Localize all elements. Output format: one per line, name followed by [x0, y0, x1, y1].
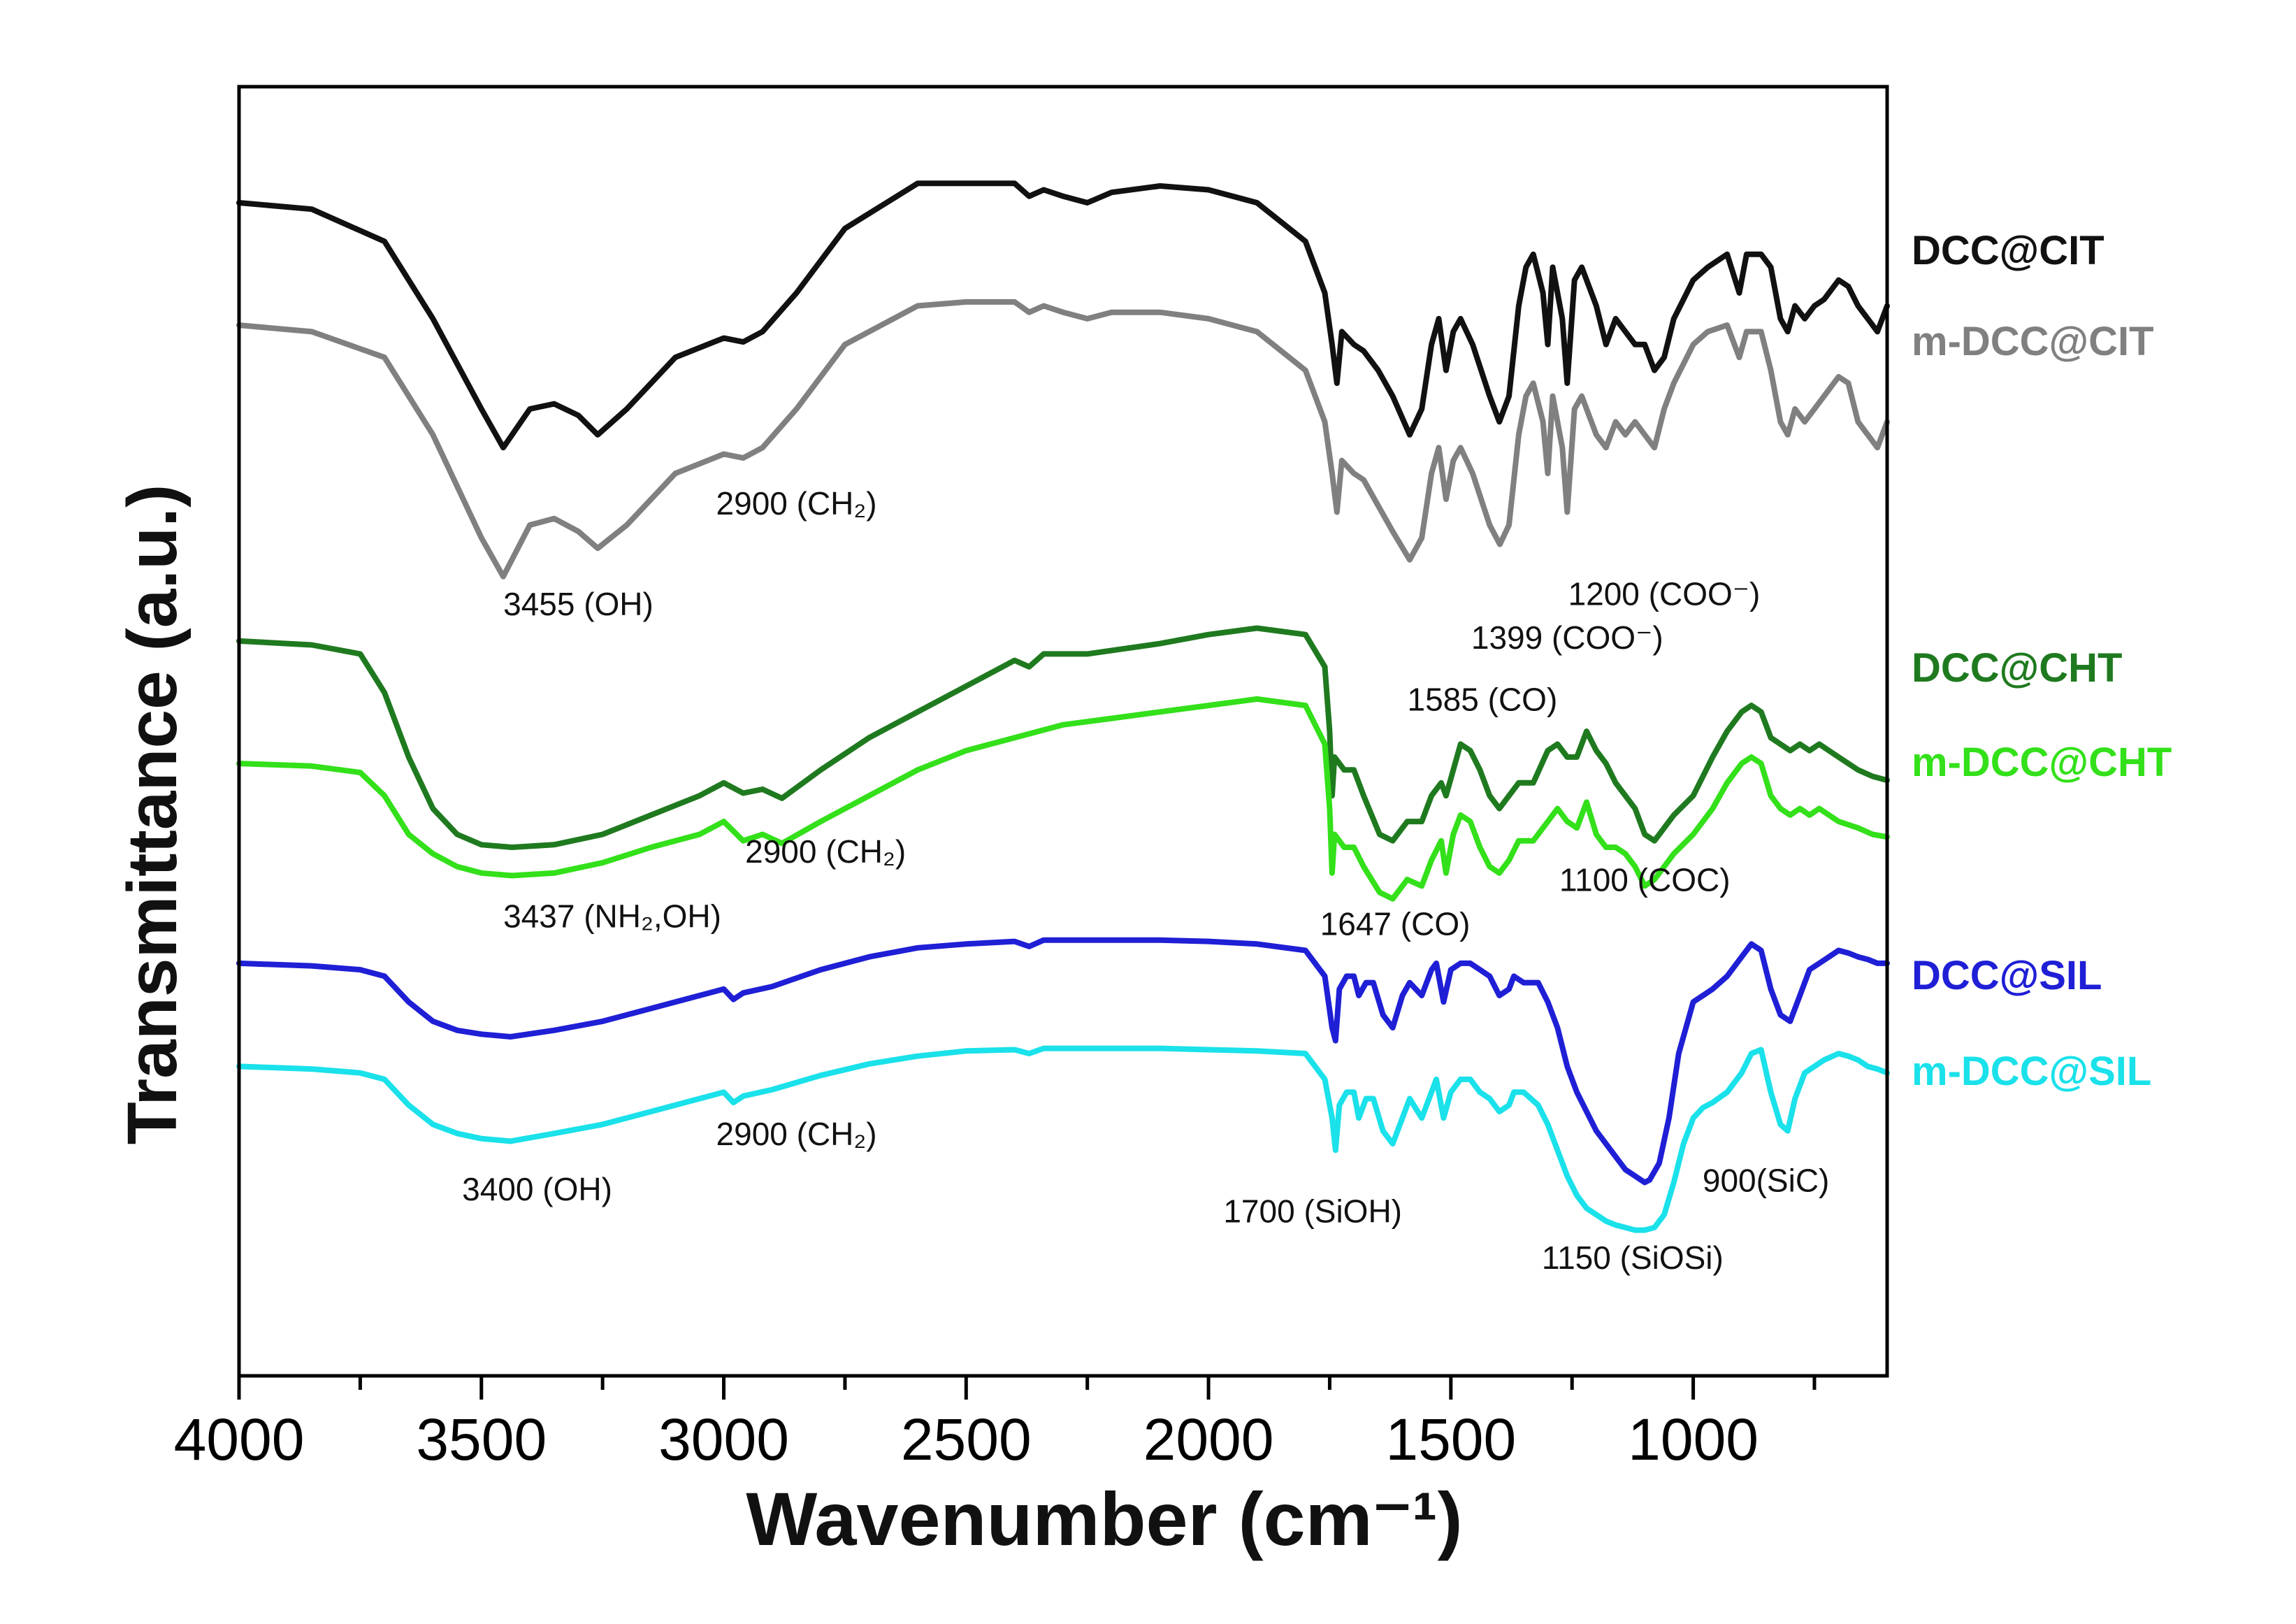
- peak-annotation: 1585 (CO): [1408, 681, 1558, 717]
- peak-annotation: 3437 (NH₂,OH): [503, 898, 721, 934]
- legend-label: DCC@SIL: [1912, 953, 2102, 998]
- legend-label: m-DCC@SIL: [1912, 1049, 2151, 1094]
- x-axis: 4000 3500 3000 2500 2000 1500 1000: [174, 1376, 1817, 1472]
- peak-annotation: 1647 (CO): [1320, 905, 1471, 942]
- peak-annotation: 2900 (CH₂): [745, 833, 906, 870]
- peak-annotation: 2900 (CH₂): [716, 485, 877, 522]
- peak-annotation: 1150 (SiOSi): [1542, 1239, 1724, 1276]
- series-layer: [236, 180, 1890, 1233]
- x-tick-label: 1000: [1628, 1407, 1759, 1472]
- x-tick-label: 3000: [658, 1407, 789, 1472]
- series-line-dcc-cit: [236, 180, 1890, 451]
- series-line-m-dcc-sil: [236, 1045, 1890, 1233]
- legend-label: DCC@CHT: [1912, 645, 2122, 691]
- series-line-m-dcc-cit: [236, 299, 1890, 580]
- annotation-layer: 3455 (OH) 2900 (CH₂) 1585 (CO) 1399 (COO⁻) 1…: [462, 485, 1829, 1276]
- x-tick-label: 2500: [901, 1407, 1032, 1472]
- series-line-m-dcc-cht: [236, 696, 1890, 902]
- x-axis-title: Wavenumber (cm⁻¹): [746, 1476, 1462, 1561]
- peak-annotation: 3455 (OH): [503, 586, 654, 622]
- x-tick-label: 2000: [1143, 1407, 1274, 1472]
- series-line-dcc-sil: [236, 937, 1890, 1186]
- x-tick-label: 1500: [1385, 1407, 1516, 1472]
- peak-annotation: 1100 (COC): [1559, 862, 1731, 898]
- peak-annotation: 900(SiC): [1703, 1162, 1830, 1198]
- peak-annotation: 3400 (OH): [462, 1171, 612, 1207]
- peak-annotation: 1700 (SiOH): [1223, 1193, 1402, 1230]
- legend-label: DCC@CIT: [1912, 228, 2104, 273]
- series-line-dcc-cht: [236, 625, 1890, 850]
- peak-annotation: 2900 (CH₂): [716, 1116, 877, 1152]
- legend-label: m-DCC@CIT: [1912, 319, 2154, 364]
- x-tick-label: 3500: [416, 1407, 547, 1472]
- x-tick-label: 4000: [174, 1407, 305, 1472]
- peak-annotation: 1399 (COO⁻): [1471, 619, 1663, 656]
- peak-annotation: 1200 (COO⁻): [1568, 575, 1761, 612]
- legend-label: m-DCC@CHT: [1912, 740, 2172, 785]
- y-axis-title: Transmittance (a.u.): [113, 484, 192, 1145]
- plot-frame: [237, 85, 1889, 1378]
- legend: DCC@CIT m-DCC@CIT DCC@CHT m-DCC@CHT DCC@SIL m…: [1912, 228, 2172, 1094]
